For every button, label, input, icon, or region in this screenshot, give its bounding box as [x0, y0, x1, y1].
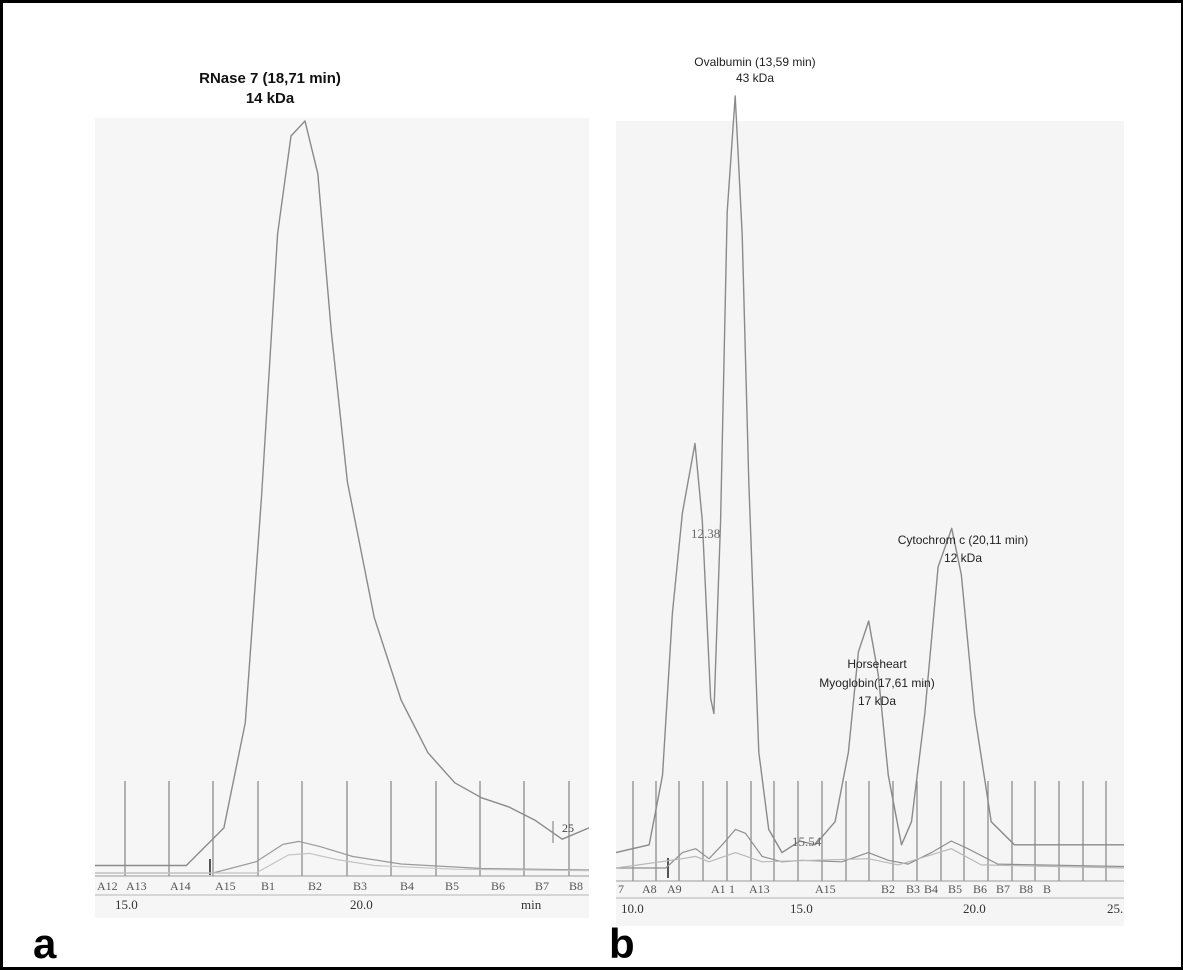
panel-a-x-ticks: 15.0 20.0: [115, 897, 373, 912]
panel-a-label: a: [33, 920, 57, 967]
panel-a-fraction-labels: A12 A13 A14 A15 B1 B2 B3 B4 B5 B6 B7 B8: [97, 879, 583, 893]
b-fraction-label-A15: A15: [815, 882, 836, 896]
panel-b: 7 A8 A9 A1 1 A13 A15 B2 B3 B4 B5 B6 B7 B8 B 10.0 15.0 20…: [609, 55, 1125, 967]
b-fraction-label-B: B: [1043, 882, 1051, 896]
a-trace-secondary: [95, 840, 590, 874]
b-fraction-label-A13: A13: [749, 882, 770, 896]
a-fraction-label-B4: B4: [400, 879, 414, 893]
panel-b-curves: [615, 95, 1125, 869]
b-fraction-label-B6: B6: [973, 882, 987, 896]
panel-a: A12 A13 A14 A15 B1 B2 B3 B4 B5 B6 B7 B8 15.0 20.0 mi…: [33, 70, 590, 967]
b-fraction-label-A1: A1: [711, 882, 726, 896]
b-fraction-label-A9: A9: [667, 882, 682, 896]
peak-label-myoglobin-mass: 17 kDa: [858, 694, 896, 708]
a-fraction-label-B5: B5: [445, 879, 459, 893]
panel-b-fraction-grid: [616, 781, 1124, 899]
b-fraction-label-B8: B8: [1019, 882, 1033, 896]
panel-b-fraction-labels: 7 A8 A9 A1 1 A13 A15 B2 B3 B4 B5 B6 B7 B8 B: [618, 882, 1051, 896]
b-fraction-label-1: 1: [729, 882, 735, 896]
peak-label-ovalbumin-name: Ovalbumin (13,59 min): [694, 55, 815, 69]
retention-label-12-38: 12.38: [691, 526, 720, 541]
a-fraction-label-B7: B7: [535, 879, 549, 893]
panel-b-label: b: [609, 920, 635, 967]
b-x-tick-20.0: 20.0: [963, 901, 986, 916]
b-fraction-label-7: 7: [618, 882, 624, 896]
panel-a-extra-label: 25: [562, 821, 574, 835]
a-fraction-label-B1: B1: [261, 879, 275, 893]
a-x-tick-15.0: 15.0: [115, 897, 138, 912]
a-fraction-label-A14: A14: [170, 879, 191, 893]
b-x-tick-10.0: 10.0: [621, 901, 644, 916]
panel-b-paper: [616, 121, 1124, 926]
retention-label-15-54: 15.54: [792, 834, 822, 849]
a-fraction-label-B8: B8: [569, 879, 583, 893]
peak-label-myoglobin-name: Horseheart: [847, 657, 907, 671]
panel-a-paper: [95, 118, 589, 918]
peak-label-rnase7-name: RNase 7 (18,71 min): [199, 70, 341, 87]
panel-a-x-unit: min: [521, 897, 542, 912]
a-fraction-label-B6: B6: [491, 879, 505, 893]
b-fraction-label-B3: B3: [906, 882, 920, 896]
a-trace-main: [95, 120, 590, 867]
a-fraction-label-B2: B2: [308, 879, 322, 893]
a-x-tick-20.0: 20.0: [350, 897, 373, 912]
b-fraction-label-B5: B5: [948, 882, 962, 896]
b-fraction-label-A8: A8: [642, 882, 657, 896]
b-trace-baseline: [615, 848, 1125, 869]
peak-label-cytochrome-mass: 12 kDa: [944, 551, 982, 565]
peak-label-cytochrome-name: Cytochrom c (20,11 min): [898, 533, 1028, 547]
peak-label-rnase7-mass: 14 kDa: [246, 90, 295, 107]
a-fraction-label-A15: A15: [215, 879, 236, 893]
b-fraction-label-B7: B7: [996, 882, 1010, 896]
peak-label-ovalbumin-mass: 43 kDa: [736, 71, 774, 85]
b-x-tick-25.: 25.: [1107, 901, 1123, 916]
panel-a-curves: [95, 120, 590, 874]
b-trace-main: [615, 95, 1124, 854]
figure-svg: A12 A13 A14 A15 B1 B2 B3 B4 B5 B6 B7 B8 15.0 20.0 mi…: [33, 55, 1125, 967]
a-trace-baseline: [95, 852, 590, 874]
a-fraction-label-B3: B3: [353, 879, 367, 893]
a-fraction-label-A13: A13: [126, 879, 147, 893]
b-fraction-label-B4: B4: [924, 882, 938, 896]
a-fraction-label-A12: A12: [97, 879, 118, 893]
b-fraction-label-B2: B2: [881, 882, 895, 896]
peak-label-myoglobin-time: Myoglobin(17,61 min): [819, 676, 934, 690]
b-x-tick-15.0: 15.0: [790, 901, 813, 916]
panel-b-x-ticks: 10.0 15.0 20.0 25.: [621, 901, 1123, 916]
